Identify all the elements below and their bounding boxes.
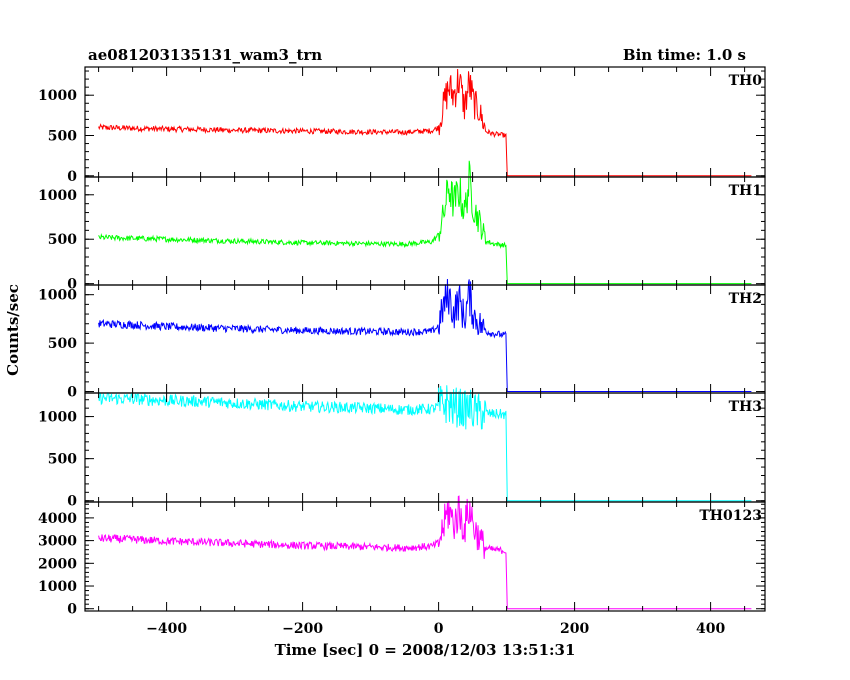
panel-label-th3: TH3 [729,399,762,415]
lightcurve-th3 [98,385,752,502]
y-tick-label: 0 [67,385,77,401]
y-tick-label: 1000 [38,188,77,204]
x-tick-label: 0 [434,621,444,637]
y-tick-label: 0 [67,169,77,185]
bin-time-label: Bin time: 1.0 s [623,46,746,64]
y-tick-label: 1000 [38,579,77,595]
y-tick-label: 3000 [38,534,77,550]
panel-frame-th0123 [84,501,766,612]
lightcurve-th0 [98,68,752,177]
lightcurve-th0123 [98,495,752,610]
y-axis-label: Counts/sec [4,284,22,376]
y-tick-label: 500 [48,336,77,352]
x-axis-label: Time [sec] 0 = 2008/12/03 13:51:31 [275,641,576,659]
y-tick-label: 500 [48,232,77,248]
x-tick-label: −200 [282,621,323,637]
panel-label-th0: TH0 [729,73,763,89]
y-tick-label: 4000 [38,511,77,527]
y-tick-label: 0 [67,277,77,293]
lightcurve-th2 [98,278,752,393]
y-tick-label: 500 [48,128,77,144]
panel-frame-th0 [84,66,766,178]
lightcurve-th1 [98,160,752,285]
y-tick-label: 1000 [38,288,77,304]
panel-frame-th2 [84,284,766,394]
y-tick-label: 2000 [38,556,77,572]
panel-frame-th1 [84,176,766,286]
y-tick-label: 0 [67,494,77,510]
panel-label-th1: TH1 [729,183,762,199]
y-tick-label: 1000 [38,410,77,426]
y-tick-label: 500 [48,452,77,468]
panel-label-th0123: TH0123 [699,508,762,524]
y-tick-label: 1000 [38,88,77,104]
figure-title: ae081203135131_wam3_trn [88,46,322,64]
x-tick-label: 400 [696,621,725,637]
panel-label-th2: TH2 [729,291,762,307]
x-tick-label: 200 [560,621,589,637]
panels-group: 0 500 1000 TH0 0 500 1000 TH1 0 500 1000 TH2 0 500 100… [38,66,766,637]
y-tick-label: 0 [67,602,77,618]
x-tick-label: −400 [146,621,187,637]
